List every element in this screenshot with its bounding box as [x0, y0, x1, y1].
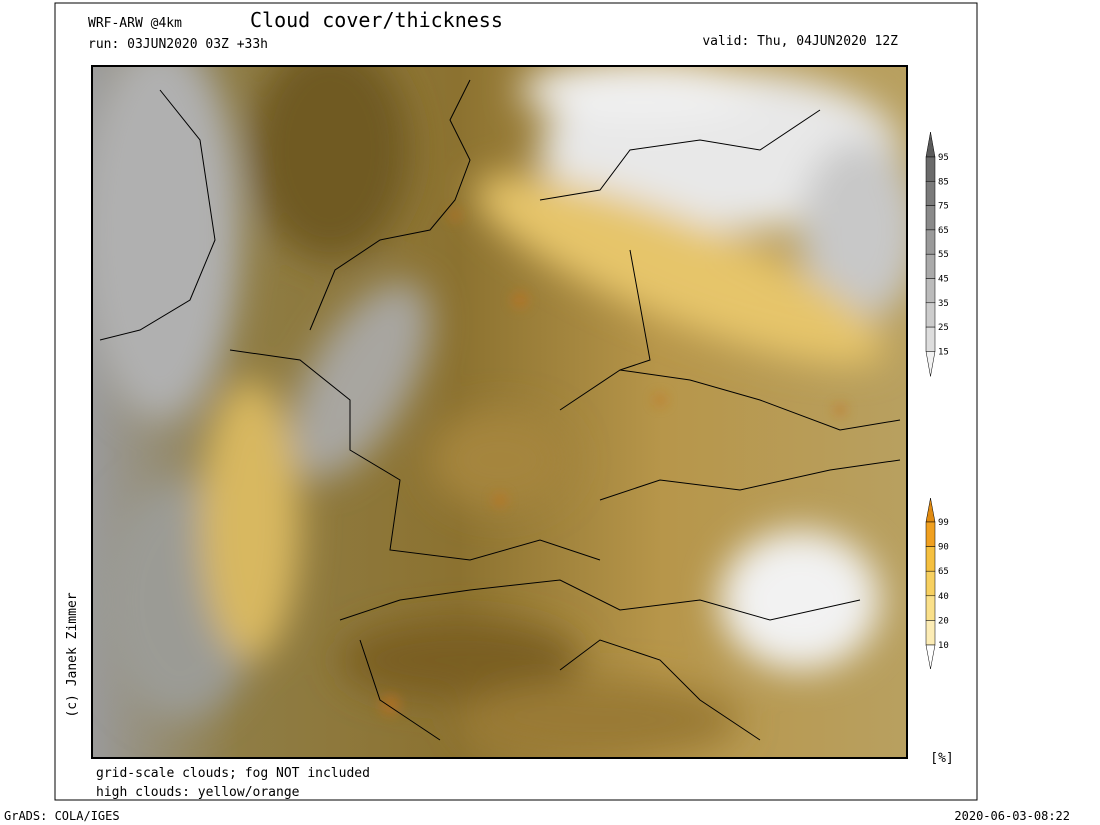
colorbar-segment	[925, 546, 936, 572]
colorbar-label: 99	[938, 518, 949, 528]
colorbar-label: 95	[938, 153, 949, 163]
map	[92, 66, 907, 758]
colorbar-label: 35	[938, 299, 949, 309]
unit-label: [%]	[930, 751, 953, 766]
colorbar-segment	[925, 595, 936, 621]
colorbar-segment	[925, 521, 936, 547]
outer-frame	[54, 2, 978, 801]
colorbar-segment	[925, 570, 936, 597]
colorbar-cap	[925, 497, 936, 523]
colorbar-segment	[925, 205, 936, 231]
colorbar-segment	[925, 229, 936, 255]
run-label: run: 03JUN2020 03Z +33h	[88, 37, 268, 52]
colorbar-label: 55	[938, 250, 949, 260]
colorbar-label: 85	[938, 177, 949, 187]
colorbar-segment	[925, 326, 936, 352]
model-label: WRF-ARW @4km	[88, 16, 182, 31]
colorbar-cap	[925, 351, 936, 377]
colorbar-label: 65	[938, 226, 949, 236]
colorbar-cap	[925, 131, 936, 158]
colorbar-segment	[925, 302, 936, 328]
colorbar-label: 40	[938, 592, 949, 602]
colorbar-label: 15	[938, 347, 949, 357]
colorbar-label: 90	[938, 543, 949, 553]
colorbar-segment	[925, 620, 936, 646]
colorbar-label: 20	[938, 616, 949, 626]
footer-right: 2020-06-03-08:22	[954, 809, 1070, 823]
colorbar-label: 75	[938, 202, 949, 212]
credit: (c) Janek Zimmer	[65, 592, 80, 717]
colorbar-label: 45	[938, 275, 949, 285]
colorbar-label: 10	[938, 641, 949, 651]
colorbar-label: 65	[938, 567, 949, 577]
note: high clouds: yellow/orange	[96, 785, 300, 800]
note: grid-scale clouds; fog NOT included	[96, 766, 370, 781]
colorbar-cap	[925, 644, 936, 670]
colorbar-segment	[925, 156, 936, 182]
map-frame	[91, 65, 908, 759]
legends: 95 85 75 65 55 45 35 25 15 99 90 65 40 20 10	[925, 131, 949, 670]
colorbar-segment	[925, 181, 936, 206]
valid-label: valid: Thu, 04JUN2020 12Z	[702, 34, 898, 49]
colorbar-segment	[925, 253, 936, 279]
colorbar-label: 25	[938, 323, 949, 333]
title: Cloud cover/thickness	[250, 8, 503, 32]
colorbar-segment	[925, 278, 936, 304]
footer-left: GrADS: COLA/IGES	[4, 809, 120, 823]
